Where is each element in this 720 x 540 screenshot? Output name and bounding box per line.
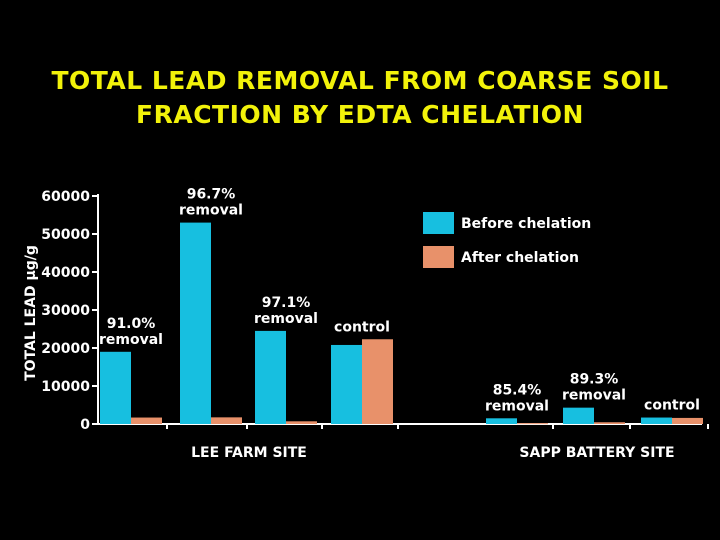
y-tick-label: 20000 [41, 341, 90, 357]
site-label: LEE FARM SITE [191, 445, 307, 461]
bar-before [563, 407, 594, 424]
bar-before [486, 418, 517, 424]
chart-bars [100, 222, 709, 429]
bar-after [594, 422, 625, 424]
bar-annotation: 85.4% [493, 382, 542, 398]
y-tick-label: 0 [80, 417, 90, 433]
bar-after [286, 421, 317, 424]
y-axis-ticks: 0 10000 20000 30000 40000 50000 60000 [41, 189, 98, 433]
bar-before [100, 351, 131, 424]
site-labels: LEE FARM SITE SAPP BATTERY SITE [191, 445, 674, 461]
y-tick-label: 40000 [41, 265, 90, 281]
legend-label: Before chelation [461, 216, 591, 232]
bar-annotation: 89.3% [570, 372, 619, 388]
y-tick-label: 30000 [41, 303, 90, 319]
y-tick-label: 10000 [41, 379, 90, 395]
bar-annotation: 91.0% [107, 316, 156, 332]
bar-after [131, 417, 162, 424]
y-tick-label: 60000 [41, 189, 90, 205]
bar-annotations: 91.0%removal96.7%removal97.1%removalcont… [99, 187, 700, 415]
bar-annotation: removal [562, 388, 626, 404]
bar-annotation: removal [485, 398, 549, 414]
site-label: SAPP BATTERY SITE [519, 445, 674, 461]
legend-label: After chelation [461, 250, 579, 266]
chart-title-line-1: TOTAL LEAD REMOVAL FROM COARSE SOIL [51, 66, 669, 95]
bar-after [517, 423, 548, 425]
bar-after [672, 417, 703, 424]
y-tick-label: 50000 [41, 227, 90, 243]
bar-before [180, 222, 211, 424]
bar-annotation: removal [179, 203, 243, 219]
bar-annotation: removal [254, 311, 318, 327]
bar-before [255, 330, 286, 424]
y-axis-label: TOTAL LEAD µg/g [23, 245, 39, 381]
legend-swatch [423, 246, 454, 268]
chart-title-line-2: FRACTION BY EDTA CHELATION [136, 100, 584, 129]
bar-annotation: control [334, 319, 390, 335]
bar-annotation: 96.7% [187, 187, 236, 203]
bar-after [211, 417, 242, 424]
chart-legend: Before chelation After chelation [423, 212, 591, 268]
bar-annotation: control [644, 398, 700, 414]
bar-before [641, 417, 672, 424]
bar-annotation: removal [99, 332, 163, 348]
bar-after [362, 339, 393, 424]
bar-annotation: 97.1% [262, 295, 311, 311]
legend-swatch [423, 212, 454, 234]
bar-before [331, 344, 362, 424]
